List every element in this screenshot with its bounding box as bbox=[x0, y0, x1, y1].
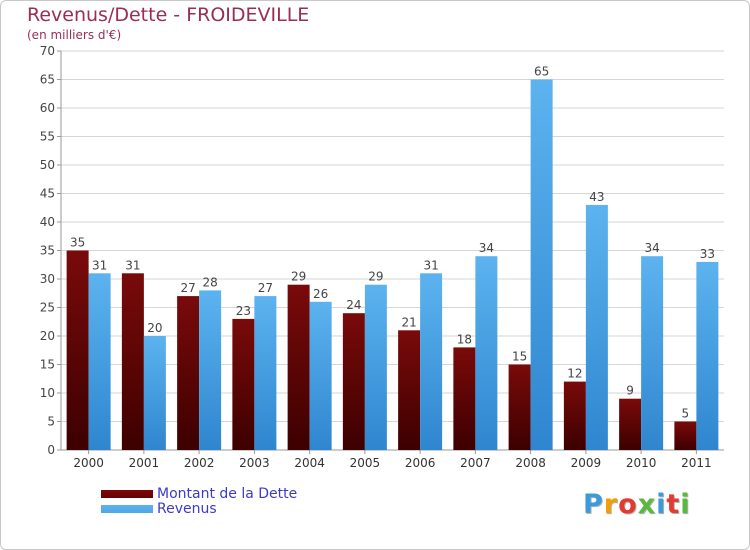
data-label-dette-2006: 21 bbox=[401, 315, 416, 329]
legend-swatch-dette bbox=[101, 490, 153, 498]
data-label-revenus-2006: 31 bbox=[423, 258, 438, 272]
x-tick-label: 2011 bbox=[681, 456, 712, 470]
bar-revenus-2006 bbox=[420, 273, 443, 450]
logo-letter: x bbox=[637, 489, 657, 520]
chart-subtitle: (en milliers d'€) bbox=[27, 28, 122, 42]
y-tick-label: 5 bbox=[47, 415, 55, 429]
bar-revenus-2004 bbox=[309, 301, 332, 450]
bar-dette-2008 bbox=[508, 364, 531, 450]
bar-dette-2007 bbox=[453, 347, 476, 450]
data-label-revenus-2000: 31 bbox=[92, 258, 107, 272]
bar-dette-2011 bbox=[674, 421, 697, 450]
x-tick-label: 2000 bbox=[73, 456, 104, 470]
bar-revenus-2002 bbox=[199, 290, 222, 450]
bar-revenus-2000 bbox=[88, 273, 111, 450]
data-label-revenus-2002: 28 bbox=[202, 275, 217, 289]
bar-revenus-2008 bbox=[530, 79, 553, 450]
data-label-revenus-2011: 33 bbox=[700, 247, 715, 261]
data-label-revenus-2007: 34 bbox=[479, 241, 494, 255]
data-label-revenus-2010: 34 bbox=[644, 241, 659, 255]
y-tick-label: 15 bbox=[40, 358, 55, 372]
data-label-revenus-2005: 29 bbox=[368, 270, 383, 284]
bar-dette-2009 bbox=[563, 381, 586, 450]
y-tick-label: 35 bbox=[40, 244, 55, 258]
data-label-dette-2007: 18 bbox=[457, 332, 472, 346]
x-tick-label: 2008 bbox=[515, 456, 546, 470]
bar-dette-2002 bbox=[177, 296, 200, 450]
data-label-dette-2005: 24 bbox=[346, 298, 361, 312]
legend-label-revenus: Revenus bbox=[157, 501, 217, 517]
y-tick-label: 0 bbox=[47, 443, 55, 457]
x-tick-label: 2007 bbox=[460, 456, 491, 470]
bar-revenus-2005 bbox=[364, 284, 387, 450]
bar-dette-2010 bbox=[619, 398, 642, 450]
y-tick-label: 40 bbox=[40, 215, 55, 229]
data-label-dette-2009: 12 bbox=[567, 367, 582, 381]
y-tick-label: 65 bbox=[40, 73, 55, 87]
data-label-dette-2010: 9 bbox=[626, 384, 634, 398]
x-tick-label: 2009 bbox=[571, 456, 602, 470]
data-label-dette-2000: 35 bbox=[70, 236, 85, 250]
y-tick-label: 50 bbox=[40, 158, 55, 172]
bar-dette-2000 bbox=[66, 250, 89, 450]
bar-dette-2004 bbox=[287, 284, 310, 450]
logo-letter: o bbox=[618, 489, 638, 520]
bar-revenus-2009 bbox=[585, 204, 608, 450]
x-tick-label: 2003 bbox=[239, 456, 270, 470]
data-label-dette-2004: 29 bbox=[291, 270, 306, 284]
data-label-dette-2003: 23 bbox=[236, 304, 251, 318]
data-label-dette-2011: 5 bbox=[682, 407, 690, 421]
chart-title: Revenus/Dette - FROIDEVILLE bbox=[27, 4, 310, 26]
y-tick-label: 45 bbox=[40, 187, 55, 201]
legend-label-dette: Montant de la Dette bbox=[157, 486, 298, 502]
y-tick-label: 10 bbox=[40, 386, 55, 400]
x-tick-label: 2001 bbox=[129, 456, 160, 470]
bar-dette-2003 bbox=[232, 318, 255, 450]
logo-letter: P bbox=[583, 489, 604, 520]
y-tick-label: 60 bbox=[40, 101, 55, 115]
bar-dette-2001 bbox=[121, 273, 144, 450]
y-tick-label: 25 bbox=[40, 301, 55, 315]
x-tick-label: 2004 bbox=[294, 456, 325, 470]
data-label-revenus-2003: 27 bbox=[258, 281, 273, 295]
y-tick-label: 55 bbox=[40, 130, 55, 144]
x-tick-label: 2006 bbox=[405, 456, 436, 470]
logo-letter: r bbox=[603, 489, 619, 520]
logo-letter: t bbox=[666, 489, 681, 520]
bar-dette-2006 bbox=[398, 330, 421, 450]
data-label-dette-2001: 31 bbox=[125, 258, 140, 272]
data-label-revenus-2008: 65 bbox=[534, 65, 549, 79]
axes-layer: 0 5 10 15 20 25 30 35 40 45 50 55 60 65 70 2000 2001 2002… bbox=[40, 44, 724, 470]
logo-letter: i bbox=[680, 489, 691, 520]
legend-swatch-revenus bbox=[101, 505, 153, 513]
bar-revenus-2001 bbox=[143, 336, 166, 450]
bar-dette-2005 bbox=[342, 313, 365, 450]
x-tick-label: 2010 bbox=[626, 456, 657, 470]
y-tick-label: 30 bbox=[40, 272, 55, 286]
bar-revenus-2003 bbox=[254, 296, 277, 450]
bar-revenus-2010 bbox=[641, 256, 664, 450]
data-label-revenus-2009: 43 bbox=[589, 190, 604, 204]
bar-revenus-2011 bbox=[696, 261, 719, 450]
proxiti-logo: Proxiti bbox=[583, 489, 691, 520]
y-tick-label: 20 bbox=[40, 329, 55, 343]
x-tick-label: 2005 bbox=[350, 456, 381, 470]
x-tick-label: 2002 bbox=[184, 456, 215, 470]
bar-revenus-2007 bbox=[475, 256, 498, 450]
data-label-revenus-2004: 26 bbox=[313, 287, 328, 301]
data-label-revenus-2001: 20 bbox=[147, 321, 162, 335]
y-tick-label: 70 bbox=[40, 44, 55, 58]
data-label-dette-2002: 27 bbox=[180, 281, 195, 295]
bars-layer bbox=[66, 79, 719, 450]
logo-letter: i bbox=[656, 489, 667, 520]
grid-layer bbox=[61, 50, 724, 422]
data-label-dette-2008: 15 bbox=[512, 350, 527, 364]
labels-layer: 35 31 31 20 27 28 23 27 29 26 24 29 21 31 18 34 15 65 12 43… bbox=[70, 65, 715, 421]
